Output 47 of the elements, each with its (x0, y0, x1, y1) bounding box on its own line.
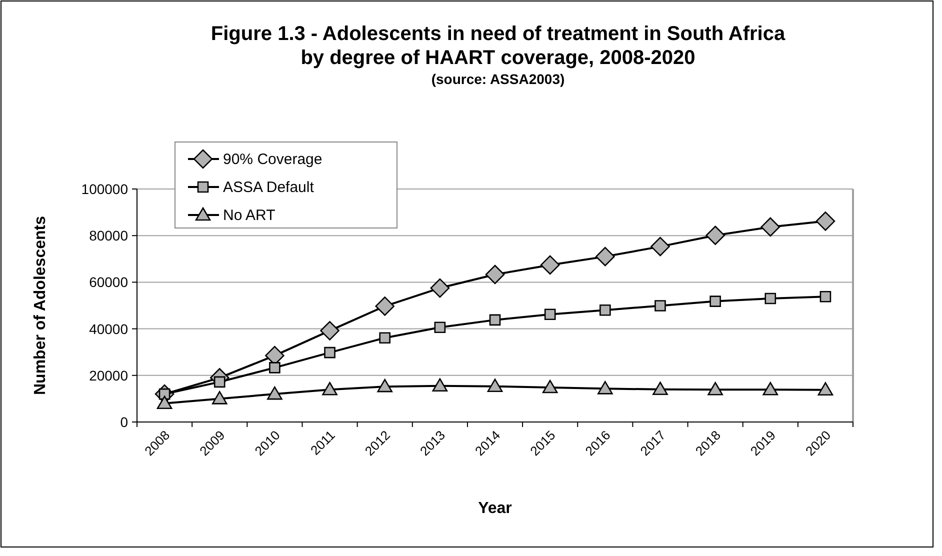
point (322, 382, 338, 396)
point (710, 296, 721, 307)
point (544, 308, 556, 320)
point (269, 362, 280, 374)
point (489, 314, 501, 326)
point (764, 292, 776, 304)
point (654, 300, 666, 312)
y-tick-label: 20000 (89, 367, 128, 384)
point (708, 382, 723, 396)
legend-label: No ART (223, 207, 276, 224)
point (596, 246, 615, 266)
point (816, 212, 836, 231)
y-tick-label: 40000 (89, 320, 128, 337)
point (375, 296, 394, 316)
point (760, 217, 780, 237)
y-tick-label: 100000 (81, 181, 128, 197)
point (267, 386, 282, 400)
point (706, 226, 725, 246)
legend-label: 90% Coverage (223, 151, 322, 168)
point (324, 346, 336, 358)
y-axis-title: Number of Adolescents (32, 216, 49, 395)
point (818, 382, 834, 396)
y-tick-label: 0 (120, 414, 128, 430)
point (432, 378, 448, 392)
point (652, 382, 668, 396)
y-tick-label: 80000 (89, 228, 128, 244)
point (434, 322, 446, 334)
point (430, 278, 450, 298)
point (598, 381, 613, 394)
point (212, 391, 228, 404)
chart-title: Figure 1.3 - Adolescents in need of treatment in South Africa by degree of HAART coverage, 2008-2020 (210, 23, 786, 69)
chart-subtitle: (source: ASSA2003) (431, 71, 565, 87)
point (320, 321, 340, 340)
x-axis-title: Year (478, 500, 512, 517)
point (650, 236, 670, 256)
point (540, 255, 560, 275)
y-tick-label: 60000 (89, 274, 128, 290)
point (762, 382, 778, 396)
point (487, 378, 503, 392)
point (377, 378, 392, 392)
point (820, 290, 832, 302)
legend-label: ASSA Default (223, 179, 315, 196)
point (600, 304, 611, 316)
point (379, 332, 390, 344)
point (156, 396, 172, 410)
point (485, 264, 505, 284)
point (542, 380, 558, 394)
